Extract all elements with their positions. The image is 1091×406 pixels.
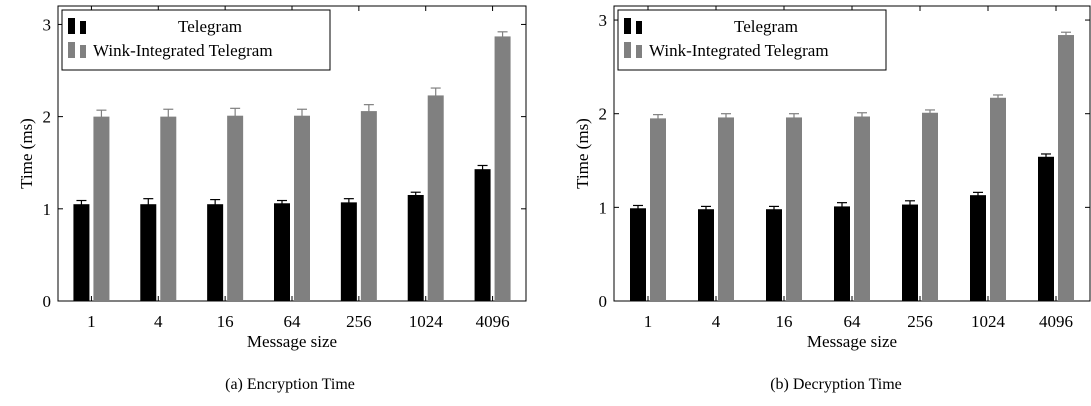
bar (407, 194, 424, 301)
bar (294, 115, 310, 301)
y-tick-label: 2 (43, 108, 52, 127)
legend-swatch (636, 21, 642, 34)
legend-label: Telegram (178, 17, 242, 36)
bar (340, 202, 357, 301)
encryption-chart: 0 1 2 3 1 4 16 64 256 1024 4096 Message size Time (m… (17, 5, 527, 351)
bar (140, 204, 157, 301)
legend: Telegram Wink-Integrated Telegram (61, 9, 331, 71)
y-tick-label: 3 (599, 11, 608, 30)
y-tick-label: 0 (43, 292, 52, 311)
bar (73, 204, 90, 301)
legend-box (617, 9, 887, 71)
y-axis-label: Time (ms) (573, 118, 592, 189)
bar (786, 117, 802, 301)
bar (207, 204, 224, 301)
x-axis-label: Message size (247, 332, 337, 351)
bar (698, 209, 714, 301)
legend-label: Wink-Integrated Telegram (93, 41, 273, 60)
x-tick-label: 4096 (1039, 312, 1073, 331)
bar (922, 112, 938, 301)
bar (854, 116, 870, 301)
y-tick-label: 1 (43, 200, 52, 219)
y-tick-label: 2 (599, 105, 608, 124)
x-tick-label: 1024 (409, 312, 444, 331)
x-tick-label: 64 (844, 312, 862, 331)
legend-swatch (80, 21, 86, 34)
x-tick-label: 1 (87, 312, 96, 331)
x-tick-label: 4 (712, 312, 721, 331)
y-tick-label: 3 (43, 15, 52, 34)
y-axis-label: Time (ms) (17, 118, 36, 189)
x-tick-label: 256 (907, 312, 933, 331)
legend-swatch (68, 42, 75, 58)
x-tick-label: 1024 (971, 312, 1006, 331)
x-axis-label: Message size (807, 332, 897, 351)
bar (902, 204, 918, 301)
legend-box (61, 9, 331, 71)
bar (766, 209, 782, 301)
bar (970, 195, 986, 301)
bar (160, 116, 177, 301)
x-tick-label: 4096 (476, 312, 510, 331)
bar (630, 208, 646, 301)
bar (360, 111, 377, 301)
legend-swatch (624, 18, 631, 34)
bar (990, 97, 1006, 302)
chart-caption: (b) Decryption Time (770, 376, 902, 393)
legend-swatch (636, 45, 642, 58)
chart-panel-decryption: 0 1 2 3 1 4 16 64 256 1024 4096 Message size Time (m… (556, 0, 1091, 406)
bar (427, 95, 444, 301)
chart-panel-encryption: 0 1 2 3 1 4 16 64 256 1024 4096 Message size Time (m… (17, 5, 527, 393)
bar (474, 169, 491, 301)
x-tick-label: 16 (217, 312, 234, 331)
bar (718, 117, 734, 301)
legend: Telegram Wink-Integrated Telegram (617, 9, 887, 71)
y-tick-label: 0 (599, 292, 608, 311)
legend-label: Telegram (734, 17, 798, 36)
bar (650, 118, 666, 301)
x-tick-label: 64 (284, 312, 302, 331)
legend-swatch (624, 42, 631, 58)
bar (93, 116, 110, 301)
x-tick-label: 16 (776, 312, 793, 331)
decryption-chart: 0 1 2 3 1 4 16 64 256 1024 4096 Message size Time (m… (573, 5, 1091, 351)
legend-swatch (68, 18, 75, 34)
bar (834, 206, 850, 301)
bar (227, 115, 244, 301)
bar (494, 36, 511, 301)
bar (274, 203, 290, 301)
chart-caption: (a) Encryption Time (225, 376, 355, 393)
bar (1058, 35, 1074, 302)
legend-label: Wink-Integrated Telegram (649, 41, 829, 60)
y-tick-label: 1 (599, 198, 608, 217)
x-tick-label: 4 (154, 312, 163, 331)
x-tick-label: 1 (644, 312, 653, 331)
x-tick-label: 256 (346, 312, 372, 331)
bar (1038, 156, 1054, 301)
legend-swatch (80, 45, 86, 58)
